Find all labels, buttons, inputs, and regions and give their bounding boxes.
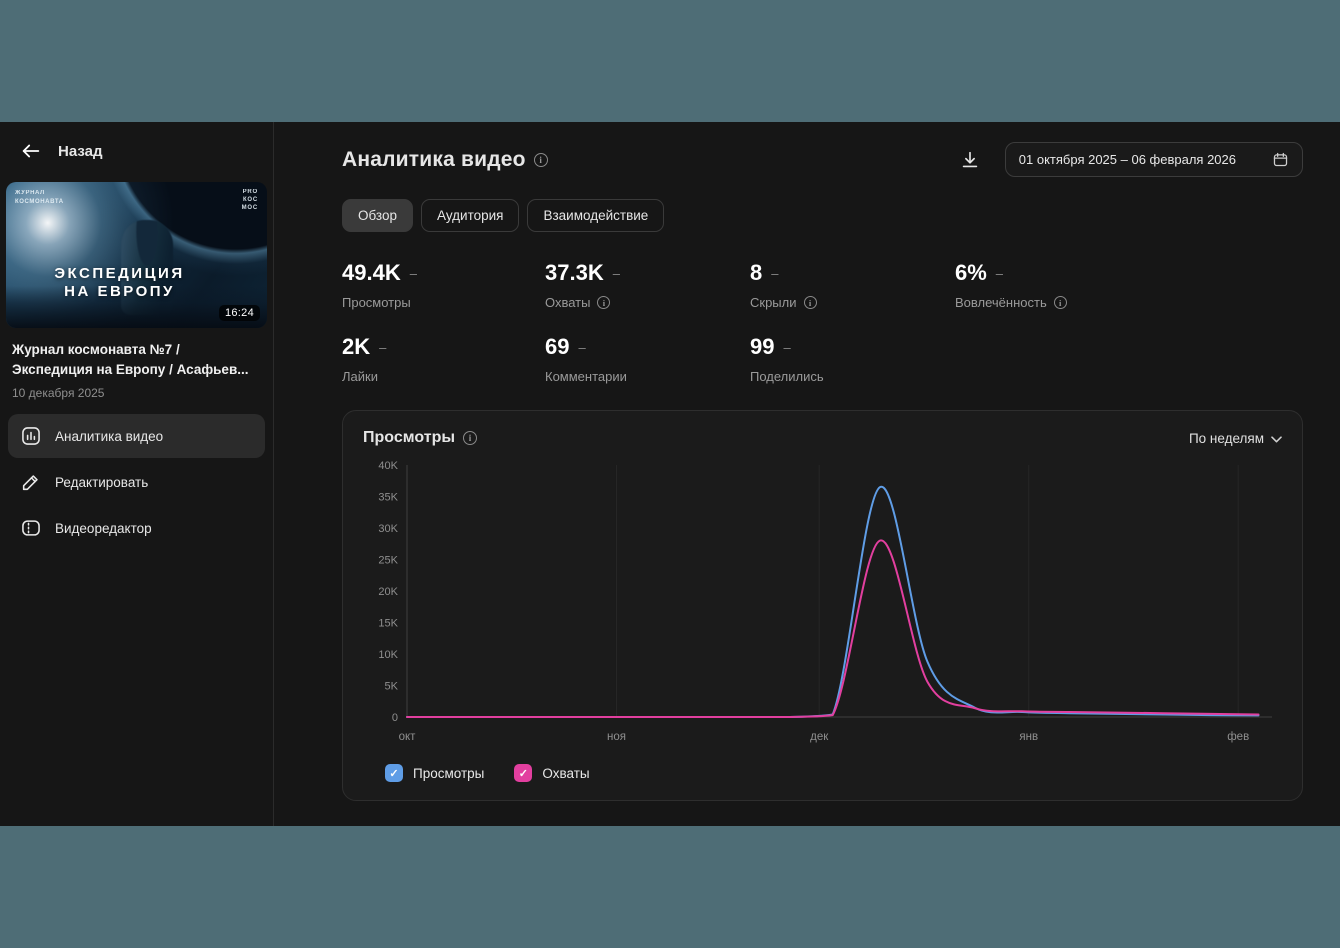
chart-info-icon[interactable] [463, 431, 478, 445]
video-publish-date: 10 декабря 2025 [12, 386, 105, 401]
svg-text:фев: фев [1227, 731, 1249, 743]
thumbnail-title-text: ЭКСПЕДИЦИЯ НА ЕВРОПУ [54, 264, 185, 301]
legend-item-views[interactable]: ✓ Просмотры [385, 764, 484, 782]
legend-label: Просмотры [413, 765, 485, 781]
chart-card-header: Просмотры По неделям [363, 429, 1282, 447]
stat-label: Скрыли [750, 295, 797, 310]
date-range-picker[interactable]: 01 октября 2025 – 06 февраля 2026 [1004, 142, 1303, 177]
stat-reach: 37.3K – Охваты [545, 260, 750, 310]
thumbnail-logo-right: PRO КОС МОС [241, 189, 258, 212]
svg-text:окт: окт [399, 731, 417, 743]
stat-trend: – [379, 339, 387, 355]
back-button[interactable]: Назад [0, 122, 273, 174]
stat-comments: 69– Комментарии [545, 334, 750, 384]
video-title: Журнал космонавта №7 / Экспедиция на Евр… [12, 342, 249, 377]
stat-value: 8 [750, 260, 763, 285]
svg-text:ноя: ноя [607, 731, 626, 743]
stat-trend: – [578, 339, 586, 355]
tab-overview[interactable]: Обзор [342, 199, 413, 232]
main-header: Аналитика видео 01 октября 2025 – 06 фев… [342, 142, 1303, 177]
sidebar-item-edit[interactable]: Редактировать [8, 460, 265, 504]
stat-label: Охваты [545, 295, 591, 310]
main-content: Аналитика видео 01 октября 2025 – 06 фев… [274, 122, 1340, 826]
stat-value: 69 [545, 334, 570, 359]
stat-hidden: 8– Скрыли [750, 260, 955, 310]
stat-label: Лайки [342, 369, 378, 384]
stat-views: 49.4K – Просмотры [342, 260, 545, 310]
stat-trend: – [995, 265, 1004, 281]
pencil-icon [20, 471, 42, 493]
stat-value: 2K [342, 334, 371, 359]
legend-item-reach[interactable]: ✓ Охваты [514, 764, 590, 782]
back-arrow-icon [20, 140, 42, 162]
reach-info-icon[interactable] [597, 296, 611, 309]
stat-trend: – [409, 265, 417, 281]
video-duration-badge: 16:24 [218, 305, 260, 321]
chart-area: 0 5K 10K 15K 20K 25K 30K 35K 40K окт ноя дек янв фев [363, 453, 1282, 754]
stat-trend: – [771, 265, 779, 281]
stat-value: 99 [750, 334, 775, 359]
stats-grid: 49.4K– Просмотры 37.3K– Охваты 8– Скрыли… [342, 260, 1303, 384]
sidebar-item-label: Видеоредактор [55, 520, 152, 536]
stat-value: 6% [955, 260, 987, 285]
svg-text:дек: дек [810, 731, 829, 743]
stat-label: Просмотры [342, 295, 411, 310]
back-label: Назад [58, 142, 103, 160]
download-button[interactable] [953, 145, 987, 175]
calendar-icon [1273, 152, 1288, 167]
svg-text:40K: 40K [378, 460, 398, 472]
svg-text:янв: янв [1019, 731, 1038, 743]
date-range-text: 01 октября 2025 – 06 февраля 2026 [1018, 152, 1236, 167]
download-icon [962, 151, 978, 167]
engagement-info-icon[interactable] [1053, 296, 1067, 309]
stat-engagement: 6% – Вовлечённость [955, 260, 1303, 310]
tab-engagement[interactable]: Взаимодействие [527, 199, 665, 232]
svg-text:0: 0 [392, 712, 398, 724]
sidebar-item-label: Редактировать [55, 474, 149, 490]
stat-value: 49.4K [342, 260, 401, 285]
sidebar-menu: Аналитика видео Редактировать [0, 412, 273, 552]
sidebar-item-label: Аналитика видео [55, 428, 164, 444]
tabs: Обзор Аудитория Взаимодействие [342, 199, 1303, 232]
analytics-window: Назад ЖУРНАЛ КОСМОНАВТА PRO КОС МОС ЭКСП… [0, 122, 1340, 826]
views-chart-card: Просмотры По неделям 0 5K 10K 15K 20K 25K 30K 3… [342, 410, 1303, 801]
chart-legend: ✓ Просмотры ✓ Охваты [385, 764, 1282, 782]
stat-label: Поделились [750, 369, 824, 384]
stat-value: 37.3K [545, 260, 604, 285]
svg-text:15K: 15K [378, 618, 398, 630]
svg-text:5K: 5K [385, 681, 399, 693]
tab-audience[interactable]: Аудитория [421, 199, 520, 232]
svg-text:20K: 20K [378, 586, 398, 598]
video-editor-icon [20, 517, 42, 539]
page-title-info-icon[interactable] [533, 152, 548, 167]
svg-text:30K: 30K [378, 523, 398, 535]
views-chart[interactable]: 0 5K 10K 15K 20K 25K 30K 35K 40K окт ноя дек янв фев [363, 453, 1282, 749]
sidebar: Назад ЖУРНАЛ КОСМОНАВТА PRO КОС МОС ЭКСП… [0, 122, 274, 826]
video-thumbnail: ЖУРНАЛ КОСМОНАВТА PRO КОС МОС ЭКСПЕДИЦИЯ… [6, 182, 267, 328]
sidebar-item-video-analytics[interactable]: Аналитика видео [8, 414, 265, 459]
analytics-icon [20, 425, 42, 447]
period-selector[interactable]: По неделям [1189, 431, 1282, 446]
svg-text:25K: 25K [378, 555, 398, 567]
thumbnail-logo-left: ЖУРНАЛ КОСМОНАВТА [15, 190, 64, 205]
sidebar-item-video-editor[interactable]: Видеоредактор [8, 506, 265, 550]
reach-checkbox[interactable]: ✓ [514, 764, 533, 782]
page-title: Аналитика видео [342, 147, 526, 171]
chevron-down-icon [1271, 435, 1282, 442]
stat-trend: – [783, 339, 791, 355]
stat-likes: 2K – Лайки [342, 334, 545, 384]
stat-label: Вовлечённость [955, 295, 1047, 310]
svg-text:10K: 10K [378, 649, 398, 661]
stat-shares: 99– Поделились [750, 334, 955, 384]
legend-label: Охваты [542, 765, 590, 781]
hidden-info-icon[interactable] [803, 296, 817, 309]
stat-label: Комментарии [545, 369, 627, 384]
chart-title: Просмотры [363, 429, 456, 446]
period-selector-value: По неделям [1188, 430, 1264, 446]
svg-text:35K: 35K [378, 492, 398, 504]
views-checkbox[interactable]: ✓ [385, 764, 403, 782]
stat-trend: – [612, 265, 620, 281]
